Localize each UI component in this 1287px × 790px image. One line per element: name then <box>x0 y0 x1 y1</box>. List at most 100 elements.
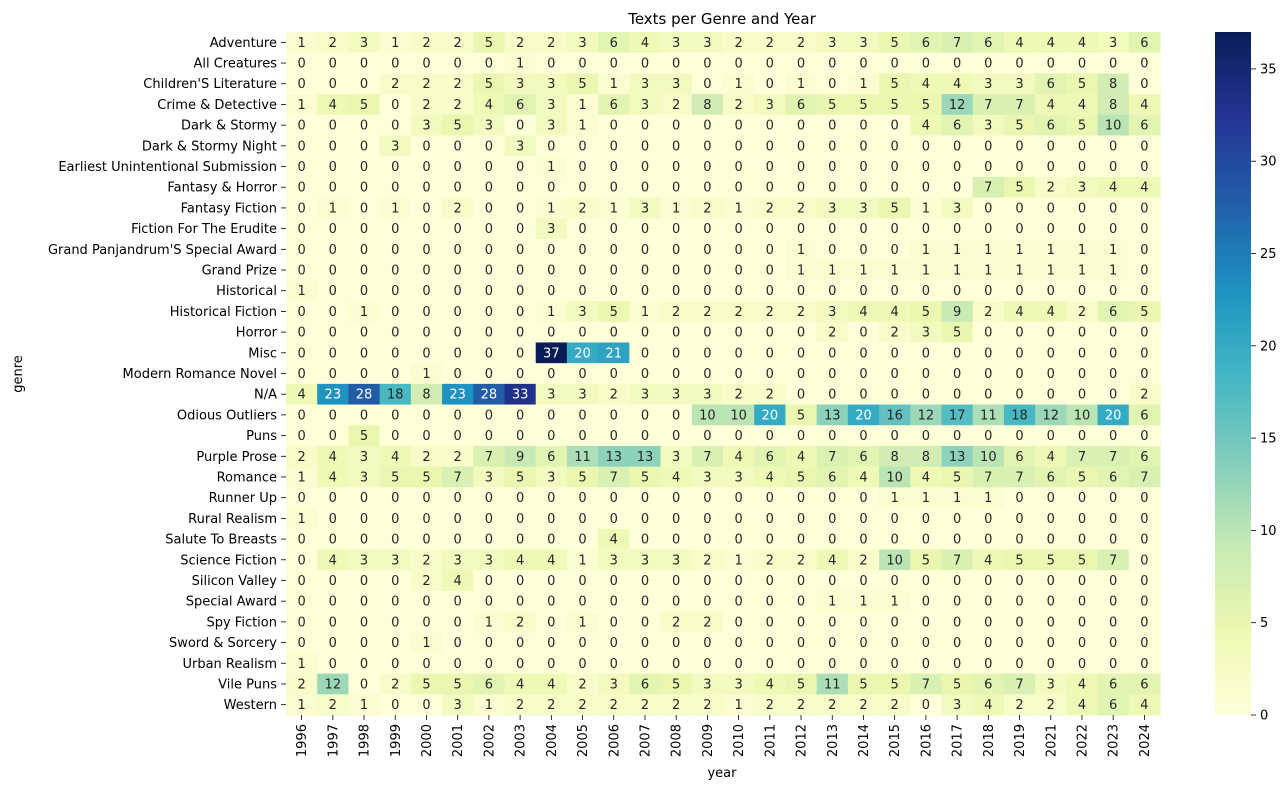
cell-value-label: 4 <box>766 470 774 485</box>
cell-value-label: 0 <box>578 429 586 444</box>
cell-value-label: 0 <box>360 512 368 527</box>
cell-value-label: 0 <box>547 491 555 506</box>
heatmap-cell <box>1066 301 1099 323</box>
cell-value-label: 18 <box>1011 408 1028 423</box>
cell-value-label: 0 <box>516 491 524 506</box>
cell-value-label: 0 <box>360 346 368 361</box>
heatmap-cell <box>317 425 350 447</box>
heatmap-cell <box>723 487 755 509</box>
heatmap-cell <box>410 549 443 571</box>
heatmap-cell <box>442 52 474 74</box>
heatmap-cell <box>1066 94 1099 116</box>
heatmap-cell <box>785 652 818 675</box>
cell-value-label: 0 <box>859 243 867 258</box>
cell-value-label: 0 <box>1047 160 1055 175</box>
cell-value-label: 0 <box>297 119 305 134</box>
cell-value-label: 0 <box>610 326 618 341</box>
cell-value-label: 10 <box>699 408 716 423</box>
cell-value-label: 0 <box>422 57 430 72</box>
cell-value-label: 0 <box>297 139 305 154</box>
heatmap-cell <box>754 590 787 613</box>
cell-value-label: 3 <box>516 77 524 92</box>
cell-value-label: 0 <box>1109 636 1117 651</box>
heatmap-cell <box>785 425 818 447</box>
cell-value-label: 0 <box>797 574 805 589</box>
heatmap-cell <box>1097 259 1130 281</box>
cell-value-label: 0 <box>610 243 618 258</box>
cell-value-label: 0 <box>828 284 836 299</box>
y-tick-label: Grand Prize <box>202 264 277 279</box>
heatmap-cell <box>535 508 568 530</box>
cell-value-label: 0 <box>422 595 430 610</box>
heatmap-cell <box>286 652 318 675</box>
heatmap-cell <box>535 280 568 302</box>
heatmap-cell <box>1097 32 1130 54</box>
cell-value-label: 0 <box>1140 77 1148 92</box>
cell-value-label: 0 <box>641 657 649 672</box>
heatmap-cell <box>1097 528 1130 551</box>
cell-value-label: 5 <box>485 36 493 51</box>
cell-value-label: 2 <box>422 574 430 589</box>
cell-value-label: 2 <box>672 615 680 630</box>
x-tick-label: 2015 <box>888 724 903 757</box>
cell-value-label: 3 <box>922 326 930 341</box>
heatmap-cell <box>879 611 911 633</box>
y-tick-label: Spy Fiction <box>206 615 277 630</box>
heatmap-cell <box>566 135 599 157</box>
cell-value-label: 0 <box>610 264 618 279</box>
cell-value-label: 0 <box>859 388 867 403</box>
heatmap-cell <box>473 404 506 426</box>
heatmap-cell <box>442 73 474 95</box>
heatmap-cell <box>410 528 443 551</box>
heatmap-cell <box>691 363 724 385</box>
cell-value-label: 6 <box>1047 77 1055 92</box>
cell-value-label: 0 <box>891 57 899 72</box>
cell-value-label: 0 <box>454 222 462 237</box>
heatmap-cell <box>504 528 537 551</box>
cell-value-label: 0 <box>1140 367 1148 382</box>
heatmap-cell <box>785 673 818 695</box>
cell-value-label: 2 <box>454 36 462 51</box>
heatmap-cell <box>723 94 755 116</box>
cell-value-label: 0 <box>984 222 992 237</box>
heatmap-cell <box>473 342 506 364</box>
cell-value-label: 3 <box>672 77 680 92</box>
cell-value-label: 0 <box>578 367 586 382</box>
cell-value-label: 0 <box>797 491 805 506</box>
heatmap-cell <box>442 445 474 468</box>
heatmap-cell <box>816 611 849 633</box>
cell-value-label: 5 <box>360 429 368 444</box>
cell-value-label: 0 <box>953 388 961 403</box>
cell-value-label: 0 <box>641 491 649 506</box>
heatmap-cell <box>691 404 724 426</box>
cell-value-label: 2 <box>422 77 430 92</box>
cell-value-label: 3 <box>641 98 649 113</box>
cell-value-label: 2 <box>891 698 899 713</box>
heatmap-cell <box>879 445 911 468</box>
cell-value-label: 0 <box>984 533 992 548</box>
heatmap-cell <box>816 383 849 406</box>
cell-value-label: 0 <box>891 160 899 175</box>
cell-value-label: 3 <box>1109 36 1117 51</box>
cell-value-label: 1 <box>891 491 899 506</box>
cell-value-label: 6 <box>1109 470 1117 485</box>
heatmap-cell <box>847 508 880 530</box>
cell-value-label: 13 <box>637 450 654 465</box>
cell-value-label: 5 <box>454 677 462 692</box>
cell-value-label: 0 <box>859 574 867 589</box>
cell-value-label: 0 <box>922 512 930 527</box>
cell-value-label: 0 <box>953 346 961 361</box>
cell-value-label: 0 <box>703 77 711 92</box>
heatmap-cell <box>816 590 849 613</box>
cell-value-label: 0 <box>828 657 836 672</box>
heatmap-cell <box>1066 425 1099 447</box>
heatmap-cell <box>879 238 911 261</box>
cell-value-label: 0 <box>329 77 337 92</box>
cell-value-label: 0 <box>984 429 992 444</box>
cell-value-label: 0 <box>485 512 493 527</box>
cell-value-label: 0 <box>516 181 524 196</box>
cell-value-label: 0 <box>766 574 774 589</box>
heatmap-cell <box>598 135 630 157</box>
heatmap-cell <box>723 197 755 219</box>
heatmap-cell <box>785 342 818 364</box>
